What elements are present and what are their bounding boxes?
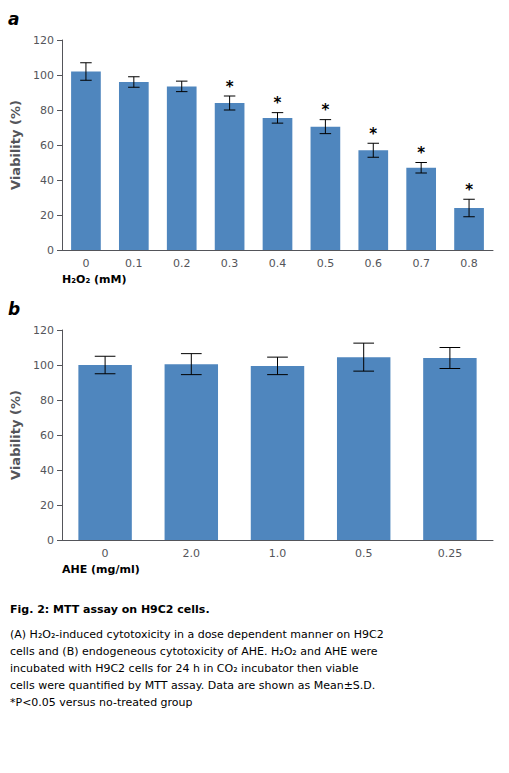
svg-text:100: 100 — [33, 359, 54, 372]
svg-text:0.25: 0.25 — [438, 547, 463, 560]
svg-text:b: b — [8, 299, 20, 319]
svg-text:*: * — [274, 94, 282, 112]
svg-text:20: 20 — [40, 499, 54, 512]
svg-text:*: * — [226, 78, 234, 96]
svg-text:*: * — [417, 144, 425, 162]
svg-text:0: 0 — [47, 244, 54, 257]
svg-text:0.3: 0.3 — [221, 257, 239, 270]
svg-text:0.5: 0.5 — [317, 257, 335, 270]
svg-text:*: * — [321, 101, 329, 119]
svg-text:a: a — [8, 9, 19, 29]
svg-text:cells and (B) endogeneous cyto: cells and (B) endogeneous cytotoxicity o… — [10, 645, 378, 658]
svg-text:80: 80 — [40, 104, 54, 117]
svg-text:60: 60 — [40, 429, 54, 442]
svg-text:Fig. 2: MTT assay on H9C2 cell: Fig. 2: MTT assay on H9C2 cells. — [10, 603, 210, 616]
svg-text:120: 120 — [33, 324, 54, 337]
svg-text:*: * — [465, 181, 473, 199]
svg-text:0.4: 0.4 — [269, 257, 287, 270]
svg-text:H₂O₂ (mM): H₂O₂ (mM) — [62, 273, 127, 286]
svg-text:20: 20 — [40, 209, 54, 222]
svg-text:(A) H₂O₂-induced cytotoxicity: (A) H₂O₂-induced cytotoxicity in a dose … — [10, 628, 384, 641]
svg-text:40: 40 — [40, 174, 54, 187]
svg-text:0.2: 0.2 — [173, 257, 191, 270]
svg-text:Viability (%): Viability (%) — [8, 100, 23, 190]
svg-text:*: * — [369, 125, 377, 143]
svg-text:Viability (%): Viability (%) — [8, 390, 23, 480]
svg-text:100: 100 — [33, 69, 54, 82]
svg-text:AHE (mg/ml): AHE (mg/ml) — [62, 563, 140, 576]
svg-text:0: 0 — [102, 547, 109, 560]
svg-text:0: 0 — [47, 534, 54, 547]
svg-text:1.0: 1.0 — [269, 547, 287, 560]
svg-text:0: 0 — [82, 257, 89, 270]
svg-text:*P<0.05 versus no-treated grou: *P<0.05 versus no-treated group — [10, 696, 193, 709]
svg-text:0.1: 0.1 — [125, 257, 143, 270]
svg-text:0.5: 0.5 — [355, 547, 373, 560]
svg-text:40: 40 — [40, 464, 54, 477]
svg-text:cells were quantified by MTT a: cells were quantified by MTT assay. Data… — [10, 679, 375, 692]
svg-text:incubated with H9C2 cells for: incubated with H9C2 cells for 24 h in CO… — [10, 662, 359, 675]
svg-text:0.8: 0.8 — [460, 257, 478, 270]
svg-text:80: 80 — [40, 394, 54, 407]
svg-text:120: 120 — [33, 34, 54, 47]
svg-text:0.7: 0.7 — [412, 257, 430, 270]
svg-text:0.6: 0.6 — [365, 257, 383, 270]
svg-text:2.0: 2.0 — [183, 547, 201, 560]
svg-text:60: 60 — [40, 139, 54, 152]
